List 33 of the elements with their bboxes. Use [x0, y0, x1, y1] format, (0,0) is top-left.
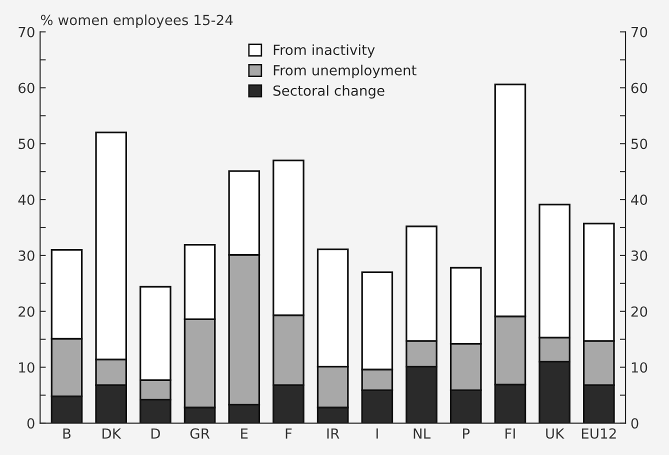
y2-tick-label: 50 [631, 138, 648, 150]
y2-tick-label: 60 [631, 82, 648, 94]
x-tick-label: P [463, 428, 470, 439]
x-tick-label: UK [546, 428, 564, 439]
x-tick-label: FI [506, 428, 515, 439]
x-tick-label: DK [102, 428, 122, 439]
y-tick-label: 50 [18, 138, 34, 150]
x-tick-label: F [286, 428, 292, 439]
y-tick-label: 60 [18, 82, 34, 94]
x-tick-label: B [63, 428, 71, 439]
legend-label: From unemployment [274, 64, 416, 78]
x-tick-label: EU12 [582, 428, 616, 439]
legend-label: From inactivity [274, 44, 375, 58]
x-tick-label: IR [327, 428, 340, 439]
y-tick-label: 10 [19, 362, 34, 373]
x-tick-label: NL [414, 428, 431, 439]
x-tick-label: E [241, 428, 248, 439]
x-tick-label: I [376, 428, 378, 439]
y-tick-label: 70 [18, 26, 34, 38]
y2-tick-label: 20 [631, 306, 648, 317]
y2-tick-label: 40 [631, 194, 648, 206]
x-tick-label: GR [190, 428, 210, 439]
y-tick-label: 40 [18, 194, 34, 206]
y-tick-label: 20 [18, 306, 34, 317]
legend-label: Sectoral change [273, 85, 384, 99]
y-tick-label: 30 [18, 250, 34, 261]
y2-tick-label: 70 [632, 26, 648, 38]
x-tick-label: D [151, 428, 160, 439]
y2-tick-label: 10 [632, 362, 648, 373]
y2-tick-label: 0 [631, 418, 638, 429]
y2-tick-label: 30 [631, 250, 648, 261]
y-tick-label: 0 [27, 418, 34, 429]
y-axis-title: % women employees 15-24 [40, 14, 233, 28]
